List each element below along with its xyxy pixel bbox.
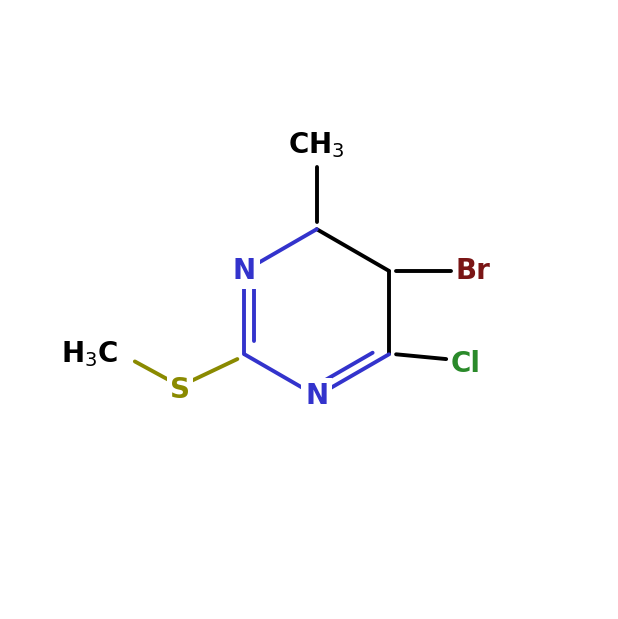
Text: N: N — [233, 257, 256, 285]
Text: N: N — [305, 382, 328, 410]
Text: H$_3$C: H$_3$C — [61, 339, 118, 369]
Text: S: S — [170, 376, 190, 404]
Text: Cl: Cl — [451, 350, 481, 378]
Text: Br: Br — [455, 257, 491, 285]
Text: CH$_3$: CH$_3$ — [289, 130, 345, 160]
